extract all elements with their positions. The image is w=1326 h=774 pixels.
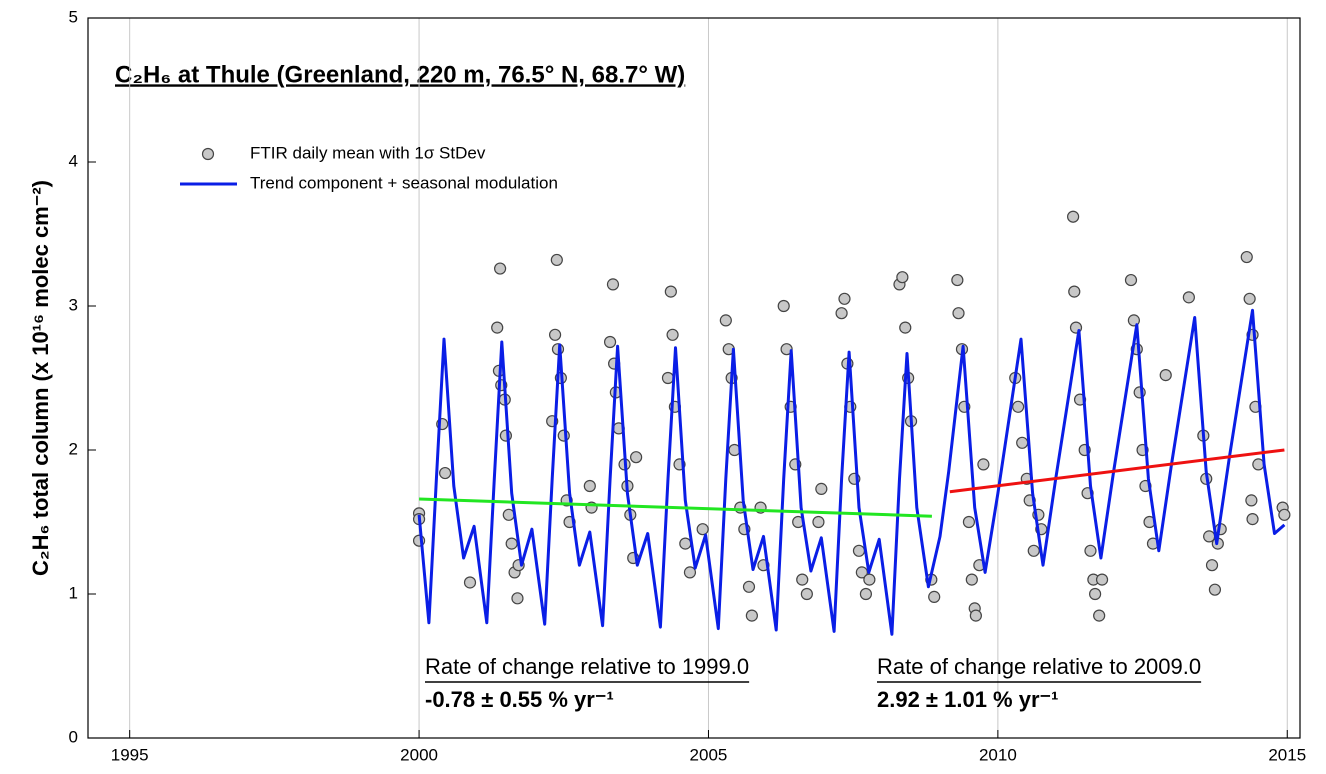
data-point — [1067, 210, 1080, 223]
data-point — [606, 278, 620, 291]
data-point — [439, 466, 452, 480]
data-point — [583, 479, 596, 493]
data-point — [838, 292, 851, 305]
data-point — [494, 262, 507, 275]
data-point — [951, 273, 964, 287]
y-tick-label: 0 — [69, 727, 78, 746]
data-point — [1084, 544, 1097, 557]
data-point — [557, 429, 570, 442]
data-point — [812, 515, 825, 529]
series-line — [417, 308, 1286, 636]
data-point — [965, 573, 978, 586]
data-point — [745, 609, 758, 622]
y-tick-label: 3 — [69, 295, 78, 314]
data-point — [550, 253, 563, 267]
data-point — [1124, 273, 1138, 287]
series-line — [419, 497, 932, 518]
data-point — [683, 566, 697, 579]
data-point — [1016, 436, 1029, 449]
data-point — [548, 328, 562, 341]
annotation: -0.78 ± 0.55 % yr⁻¹ — [425, 687, 614, 712]
data-point — [666, 328, 679, 341]
data-point — [1012, 400, 1025, 413]
data-point — [1278, 508, 1291, 521]
data-point — [899, 321, 912, 334]
data-point — [928, 590, 941, 603]
y-axis-label: C₂H₆ total column (x 10¹⁶ molec cm⁻²) — [28, 180, 53, 576]
data-point — [1027, 544, 1040, 557]
data-point — [1093, 609, 1106, 622]
y-tick-label: 5 — [69, 7, 78, 26]
data-point — [719, 314, 732, 327]
data-point — [742, 580, 756, 593]
data-point — [815, 482, 828, 495]
x-tick-label: 2000 — [400, 745, 438, 764]
legend-label: FTIR daily mean with 1σ StDev — [250, 143, 486, 162]
data-point — [664, 285, 677, 298]
data-point — [679, 537, 692, 550]
data-point — [630, 451, 643, 464]
data-point — [835, 307, 848, 320]
data-point — [952, 307, 965, 320]
data-point — [1252, 458, 1265, 471]
data-point — [1127, 314, 1140, 327]
data-point — [463, 576, 477, 589]
data-point — [852, 544, 866, 557]
data-point — [603, 335, 617, 349]
data-point — [1182, 291, 1195, 304]
data-point — [896, 271, 909, 284]
data-point — [505, 537, 518, 550]
data-point — [1159, 369, 1172, 382]
data-point — [1243, 292, 1256, 305]
annotation: Rate of change relative to 2009.0 — [877, 654, 1201, 679]
data-point — [977, 458, 990, 471]
data-point — [1245, 494, 1258, 507]
data-point — [511, 592, 524, 605]
data-point — [969, 609, 982, 622]
data-point — [863, 573, 876, 586]
x-tick-label: 1995 — [111, 745, 149, 764]
data-point — [777, 299, 790, 313]
annotation: 2.92 ± 1.01 % yr⁻¹ — [877, 687, 1058, 712]
x-tick-label: 2015 — [1268, 745, 1306, 764]
data-point — [661, 371, 675, 385]
data-point — [499, 429, 512, 442]
data-point — [1240, 250, 1253, 264]
data-point — [1205, 559, 1219, 572]
series-line — [949, 448, 1285, 494]
data-point — [1095, 573, 1109, 586]
annotation: Rate of change relative to 1999.0 — [425, 654, 749, 679]
plot-frame — [87, 17, 1301, 739]
data-point — [696, 523, 709, 536]
legend-marker — [201, 147, 215, 161]
data-point — [800, 587, 813, 601]
y-tick-label: 1 — [69, 583, 78, 602]
y-tick-label: 2 — [69, 439, 78, 458]
data-point — [859, 587, 873, 601]
data-point — [796, 573, 809, 586]
data-point — [780, 343, 793, 356]
y-tick-label: 4 — [69, 151, 78, 170]
legend-label: Trend component + seasonal modulation — [250, 173, 558, 192]
data-point — [491, 321, 504, 334]
x-tick-label: 2010 — [979, 745, 1017, 764]
data-point — [1208, 583, 1222, 596]
data-point — [962, 515, 976, 529]
data-point — [1068, 285, 1081, 298]
x-tick-label: 2005 — [690, 745, 728, 764]
data-point — [1089, 587, 1102, 601]
data-point — [1246, 513, 1259, 526]
chart-title: C₂H₆ at Thule (Greenland, 220 m, 76.5° N… — [115, 61, 685, 88]
